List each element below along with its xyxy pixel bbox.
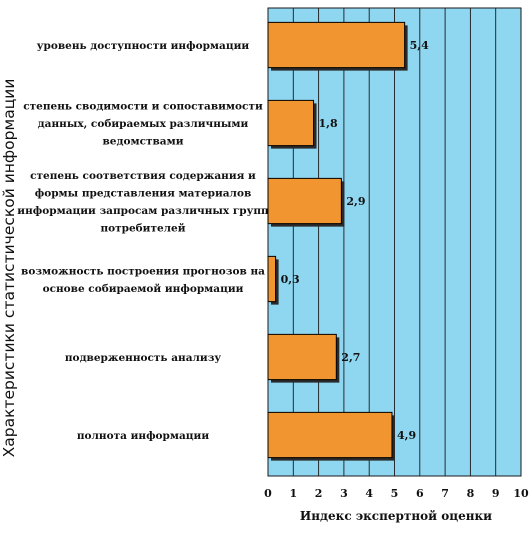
x-tick-label: 10 (513, 487, 529, 500)
x-tick-label: 0 (264, 487, 272, 500)
grid-lines (292, 8, 497, 476)
value-label: 4,9 (397, 429, 416, 442)
x-tick-labels: 0 1 2 3 4 5 6 7 8 9 10 (264, 487, 529, 500)
category-label: формы представления материалов (35, 187, 252, 199)
bar (267, 255, 277, 303)
value-label: 0,3 (281, 273, 300, 286)
x-tick-label: 7 (441, 487, 449, 500)
x-tick-label: 3 (340, 487, 348, 500)
bar (267, 21, 406, 69)
x-axis-title: Индекс экспертной оценки (300, 509, 492, 523)
x-tick-label: 1 (289, 487, 297, 500)
category-label: возможность построения прогнозов на (21, 265, 265, 277)
y-axis-title: Характеристики статистической информации (0, 79, 18, 458)
category-label: подверженность анализу (65, 352, 222, 364)
category-label: степень сводимости и сопоставимости (23, 101, 263, 113)
bar (267, 333, 337, 381)
category-label: основе собираемой информации (43, 283, 244, 295)
bar (267, 177, 342, 225)
value-label: 2,9 (346, 195, 365, 208)
category-labels: уровень доступности информации степень св… (17, 40, 269, 442)
x-tick-label: 6 (416, 487, 424, 500)
value-label: 1,8 (319, 117, 338, 130)
x-tick-label: 9 (492, 487, 500, 500)
value-label: 2,7 (341, 351, 360, 364)
x-tick-label: 2 (315, 487, 323, 500)
value-label: 5,4 (410, 39, 429, 52)
bars: 5,4 1,8 2,9 0,3 2,7 4,9 (267, 21, 429, 461)
category-label: потребителей (100, 222, 185, 234)
category-label: данных, собираемых различными (38, 118, 249, 130)
bar (267, 411, 393, 459)
x-tick-label: 4 (365, 487, 373, 500)
category-label: степень соответствия содержания и (30, 170, 256, 182)
category-label: полнота информации (77, 430, 210, 442)
category-label: уровень доступности информации (37, 40, 250, 52)
x-tick-label: 8 (467, 487, 475, 500)
x-tick-label: 5 (391, 487, 399, 500)
bar (267, 99, 315, 147)
category-label: ведомствами (102, 136, 183, 148)
category-label: информации запросам различных групп (17, 205, 269, 217)
